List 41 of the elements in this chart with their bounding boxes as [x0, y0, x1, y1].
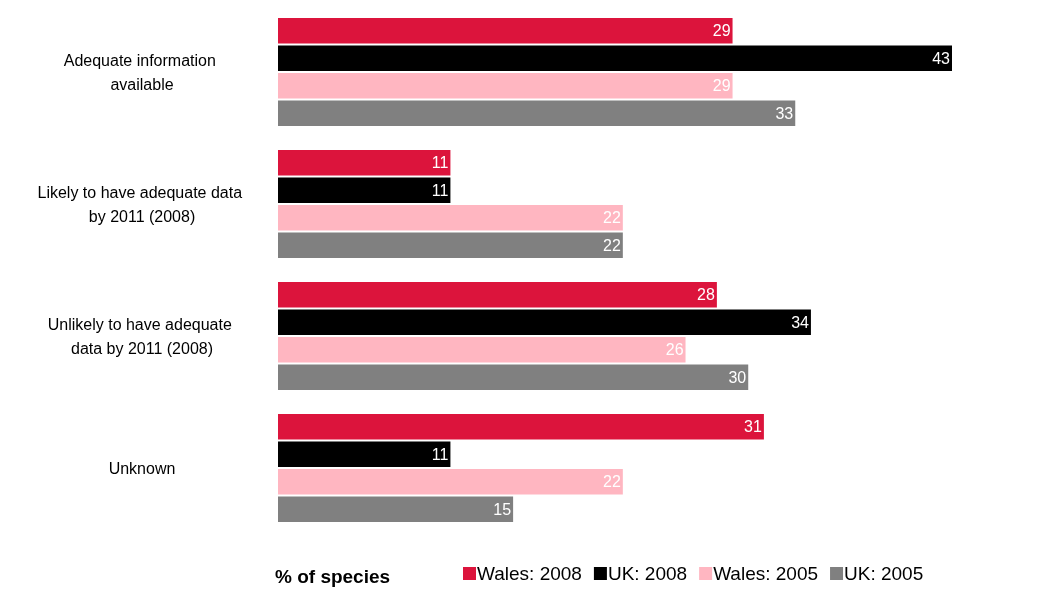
bar [278, 496, 514, 523]
data-label: 28 [697, 286, 715, 304]
data-label: 22 [603, 209, 621, 227]
bar [278, 309, 811, 335]
bar [278, 177, 451, 203]
data-label: 22 [603, 473, 621, 491]
bar [278, 73, 733, 99]
data-label: 11 [431, 181, 449, 199]
bar [278, 17, 733, 44]
bar [278, 281, 717, 308]
data-label: 11 [431, 445, 449, 463]
data-label: 29 [712, 22, 731, 40]
bar [278, 364, 749, 391]
legend-label: Wales: 2005 [713, 563, 819, 584]
legend-label: Wales: 2008 [477, 563, 582, 584]
y-tick-label: Likely to have adequate data by 2011 (2008) [37, 183, 247, 225]
legend-label: UK: 2005 [844, 563, 924, 584]
bar [278, 232, 623, 259]
y-tick-label: Unknown [108, 459, 176, 477]
bar [278, 205, 623, 231]
bar [278, 413, 764, 440]
bar [278, 337, 686, 363]
data-label: 29 [712, 77, 731, 95]
data-label: 30 [728, 368, 747, 386]
bar [278, 469, 623, 495]
y-tick-label: Unlikely to have adequate data by 2011 (2008) [47, 315, 237, 357]
data-label: 15 [493, 500, 512, 518]
data-label: 33 [775, 104, 794, 122]
bar [278, 45, 952, 71]
bar [278, 149, 451, 176]
data-label: 26 [665, 341, 684, 359]
legend-label: UK: 2008 [607, 563, 688, 584]
y-tick-label: Adequate information available [63, 51, 221, 93]
x-axis-title: % of species [275, 566, 391, 587]
data-label: 22 [603, 236, 621, 254]
bar [278, 441, 451, 467]
data-label: 31 [744, 418, 763, 436]
data-label: 11 [431, 154, 449, 172]
data-label: 43 [932, 49, 951, 67]
bar [278, 100, 796, 127]
data-label: 34 [791, 313, 810, 331]
